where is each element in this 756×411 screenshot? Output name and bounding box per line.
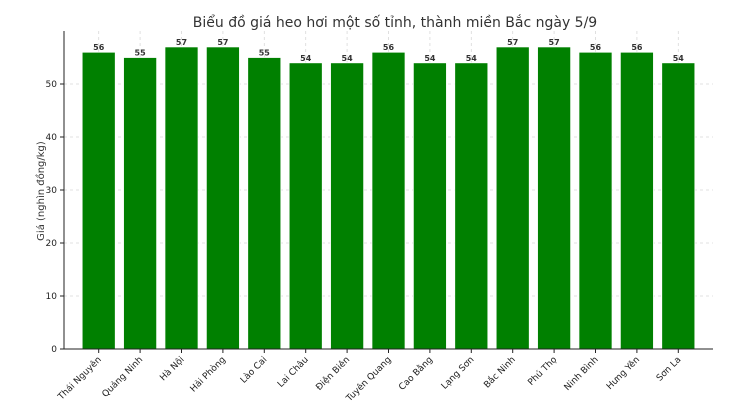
bar: [537, 46, 572, 350]
bar: [123, 57, 158, 350]
bar: [619, 51, 654, 350]
data-labels: 56 55 57 57 55 54 54 56 54 54 57 57 56 56 54: [93, 38, 684, 63]
y-tick-label: 30: [46, 186, 58, 196]
x-tick-label: Lào Cai: [239, 355, 270, 386]
data-label: 56: [631, 43, 643, 52]
data-label: 57: [549, 38, 560, 47]
bar: [661, 62, 696, 350]
bar: [454, 62, 489, 350]
y-tick-label: 10: [46, 292, 58, 302]
x-tick-label: Phú Thọ: [526, 355, 559, 388]
y-tick-label: 0: [51, 345, 57, 355]
y-axis-ticks: 0 10 20 30 40 50: [46, 80, 64, 355]
bar: [412, 62, 447, 350]
data-label: 57: [176, 38, 187, 47]
y-tick-label: 50: [46, 80, 58, 90]
x-tick-label: Sơn La: [655, 355, 684, 384]
x-tick-label: Quảng Ninh: [100, 354, 145, 399]
bar: [247, 57, 282, 350]
data-label: 54: [466, 54, 478, 63]
bar: [371, 51, 406, 350]
x-tick-label: Hải Phòng: [188, 354, 228, 394]
x-tick-label: Bắc Ninh: [482, 354, 518, 390]
x-tick-label: Thái Nguyên: [55, 354, 104, 403]
y-axis-label: Giá (nghìn đồng/kg): [35, 141, 47, 241]
data-label: 57: [217, 38, 228, 47]
bar: [330, 62, 365, 350]
data-label: 54: [300, 54, 312, 63]
data-label: 54: [673, 54, 685, 63]
bar: [288, 62, 323, 350]
bar: [205, 46, 240, 350]
bar: [495, 46, 530, 350]
data-label: 55: [259, 49, 271, 58]
x-tick-label: Lạng Sơn: [440, 355, 477, 392]
data-label: 56: [383, 43, 395, 52]
data-label: 56: [590, 43, 602, 52]
data-label: 57: [507, 38, 518, 47]
x-tick-label: Hưng Yên: [604, 354, 642, 392]
x-tick-label: Hà Nội: [158, 354, 187, 383]
data-label: 54: [424, 54, 436, 63]
x-tick-label: Ninh Bình: [563, 355, 601, 393]
x-tick-label: Điện Biên: [314, 354, 353, 393]
data-label: 54: [342, 54, 354, 63]
y-tick-label: 20: [46, 239, 58, 249]
data-label: 55: [135, 49, 147, 58]
chart-title: Biểu đồ giá heo hơi một số tỉnh, thành m…: [193, 14, 597, 31]
y-tick-label: 40: [46, 133, 58, 143]
x-tick-label: Cao Bằng: [397, 354, 435, 392]
x-tick-label: Lai Châu: [276, 355, 311, 390]
data-label: 56: [93, 43, 105, 52]
bars: [81, 46, 696, 350]
bar: [578, 51, 613, 350]
bar: [81, 51, 116, 350]
bar: [164, 46, 199, 350]
